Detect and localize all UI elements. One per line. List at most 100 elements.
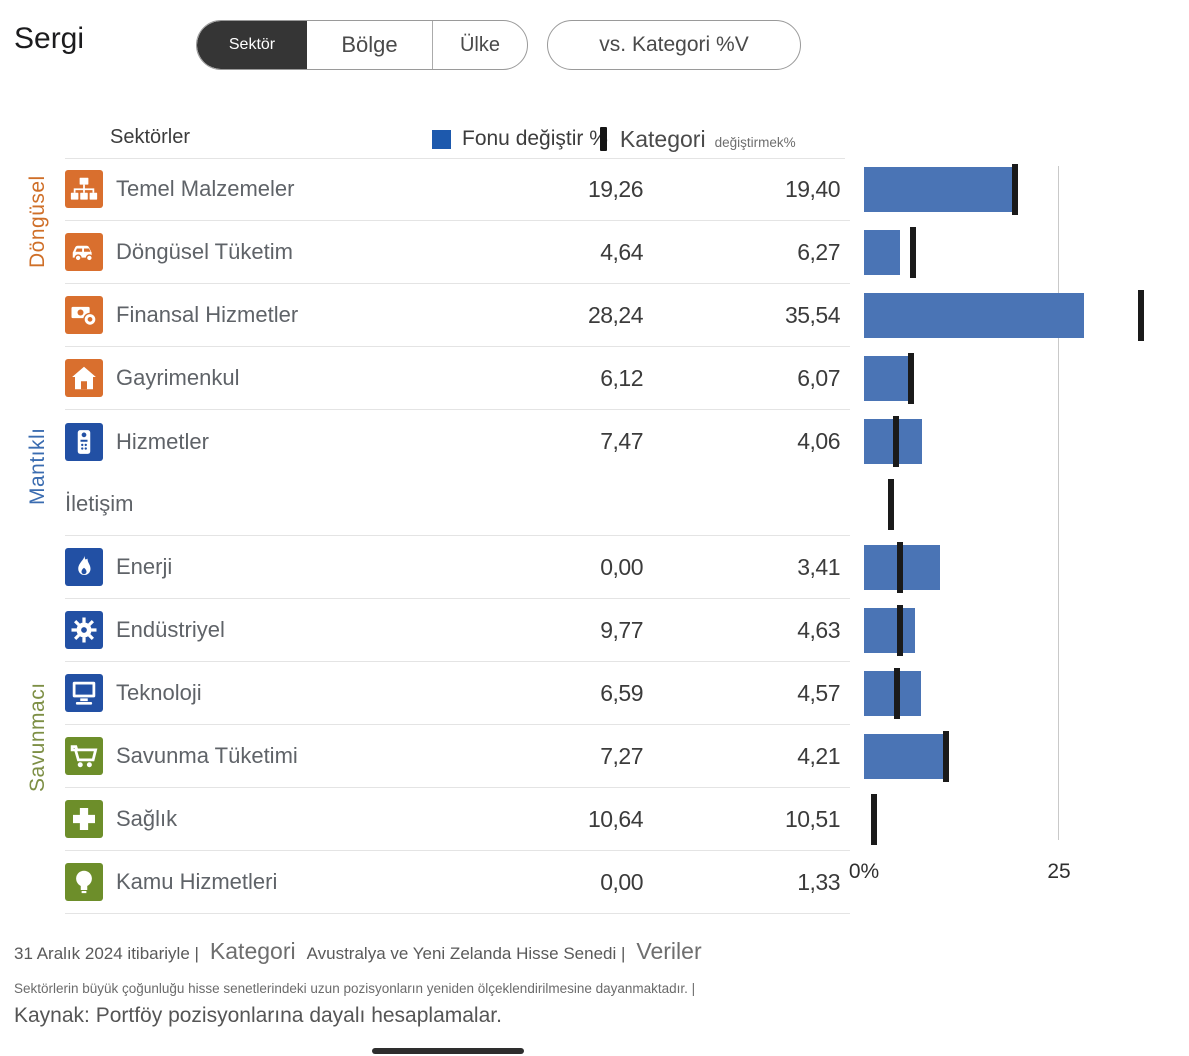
consumer-defensive-icon: [65, 737, 103, 775]
fund-value: 9,77: [600, 616, 643, 643]
real-estate-icon: [65, 359, 103, 397]
category-tick: [897, 542, 904, 593]
sector-label: İletişim: [65, 491, 134, 516]
row-chart: [850, 473, 1189, 536]
energy-icon: [65, 548, 103, 586]
row-chart: [850, 851, 1189, 914]
fund-value: 10,64: [587, 805, 644, 832]
fund-value: 7,47: [600, 428, 643, 454]
home-indicator-handle[interactable]: [372, 1048, 524, 1054]
fund-legend-label: Fonu değiştir %: [462, 127, 608, 150]
table-row[interactable]: Sağlık 10,64 10,51: [0, 788, 1189, 851]
row-main: Teknoloji 6,59 4,57: [65, 662, 850, 725]
category-word: Kategori: [209, 938, 296, 964]
category-tick: [1012, 164, 1019, 215]
category-value: 3,41: [797, 553, 840, 580]
row-chart: [850, 347, 1189, 410]
table-row[interactable]: İletişim: [0, 473, 1189, 536]
fund-value: 19,26: [587, 175, 644, 202]
category-value: 4,21: [797, 742, 840, 769]
category-tick: [887, 479, 894, 530]
communication-icon: [65, 422, 103, 461]
fund-bar: [864, 230, 901, 275]
table-row[interactable]: Enerji 0,00 3,41: [0, 536, 1189, 599]
category-value: 4,06: [797, 428, 840, 454]
category-tick: [871, 794, 878, 845]
row-main: Gayrimenkul 6,12 6,07: [65, 347, 850, 410]
category-value: 35,54: [784, 301, 841, 328]
table-row[interactable]: Döngüsel Tüketim 4,64 6,27: [0, 221, 1189, 284]
sector-label: Sağlık: [116, 806, 178, 831]
axis-label-25: 25: [1047, 860, 1071, 883]
basic-materials-icon: [65, 170, 103, 208]
category-value: 4,63: [797, 616, 840, 643]
category-tick: [908, 353, 915, 404]
sector-label: Finansal Hizmetler: [116, 302, 299, 327]
consumer-cyclical-icon: [65, 233, 103, 271]
table-row[interactable]: Savunma Tüketimi 7,27 4,21: [0, 725, 1189, 788]
sector-label: Kamu Hizmetleri: [116, 869, 278, 894]
table-row[interactable]: Teknoloji 6,59 4,57: [0, 662, 1189, 725]
axis-label-zero: 0%: [848, 860, 880, 883]
data-word: Veriler: [636, 938, 702, 964]
fund-value: 4,64: [600, 238, 643, 265]
sector-label: Gayrimenkul: [116, 365, 240, 390]
vs-category-button[interactable]: vs. Kategori %V: [547, 20, 801, 70]
category-value: 19,40: [784, 175, 841, 202]
fund-bar: [864, 608, 916, 653]
view-segmented-control: Sektör Bölge Ülke: [196, 20, 528, 70]
category-tick: [896, 605, 903, 656]
row-chart: [850, 221, 1189, 284]
footer-source: Kaynak: Portföy pozisyonlarına dayalı he…: [14, 1004, 502, 1027]
category-tick: [893, 668, 900, 719]
fund-value: 28,24: [587, 301, 644, 328]
fund-value: 7,27: [600, 742, 643, 769]
sector-label: Enerji: [116, 554, 173, 579]
table-header: Sektörler Fonu değiştir % Kategori değiş…: [0, 120, 1189, 158]
table-row[interactable]: Endüstriyel 9,77 4,63: [0, 599, 1189, 662]
sector-label: Teknoloji: [116, 680, 202, 705]
category-legend-suffix: değiştirmek%: [714, 134, 796, 150]
fund-bar: [864, 293, 1085, 338]
category-tick: [1138, 290, 1145, 341]
category-tick: [892, 416, 899, 467]
healthcare-icon: [65, 800, 103, 838]
fund-bar: [864, 734, 947, 779]
row-chart: [850, 284, 1189, 347]
row-main: Sağlık 10,64 10,51: [65, 788, 850, 851]
fund-value: 6,59: [600, 679, 643, 706]
table-row[interactable]: Kamu Hizmetleri 0,00 1,33: [0, 851, 1189, 914]
tab-ulke[interactable]: Ülke: [459, 33, 500, 56]
fund-bar: [864, 167, 1015, 212]
divider: [65, 158, 845, 159]
table-row[interactable]: Finansal Hizmetler 28,24 35,54: [0, 284, 1189, 347]
sectors-column-header: Sektörler: [110, 126, 191, 148]
category-value: 1,33: [797, 868, 840, 895]
gridline-25pct: [1058, 166, 1059, 840]
sector-label: Savunma Tüketimi: [116, 743, 298, 768]
category-tick-icon: [599, 127, 607, 151]
table-row[interactable]: Gayrimenkul 6,12 6,07: [0, 347, 1189, 410]
financial-services-icon: [65, 296, 103, 334]
fund-bar: [864, 671, 921, 716]
row-main: Savunma Tüketimi 7,27 4,21: [65, 725, 850, 788]
tab-sektor[interactable]: Sektör: [197, 21, 307, 69]
category-value: 6,07: [797, 364, 840, 391]
row-main: Kamu Hizmetleri 0,00 1,33: [65, 851, 850, 914]
utilities-icon: [65, 863, 103, 901]
as-of-date: 31 Aralık 2024 itibariyle |: [14, 944, 199, 963]
category-tick: [909, 227, 916, 278]
industrials-icon: [65, 611, 103, 649]
row-main: Hizmetler 7,47 4,06: [65, 410, 850, 473]
row-chart: [850, 536, 1189, 599]
table-row[interactable]: Hizmetler 7,47 4,06: [0, 410, 1189, 473]
row-main: Döngüsel Tüketim 4,64 6,27: [65, 221, 850, 284]
row-chart: [850, 725, 1189, 788]
technology-icon: [65, 674, 103, 712]
tab-bolge[interactable]: Bölge: [307, 21, 433, 69]
category-value: 10,51: [784, 805, 841, 832]
table-row[interactable]: Temel Malzemeler 19,26 19,40: [0, 158, 1189, 221]
sector-table: 0% 25 Temel Malzemeler 19,26 19,40 Döngü…: [0, 158, 1189, 914]
row-main: Finansal Hizmetler 28,24 35,54: [65, 284, 850, 347]
